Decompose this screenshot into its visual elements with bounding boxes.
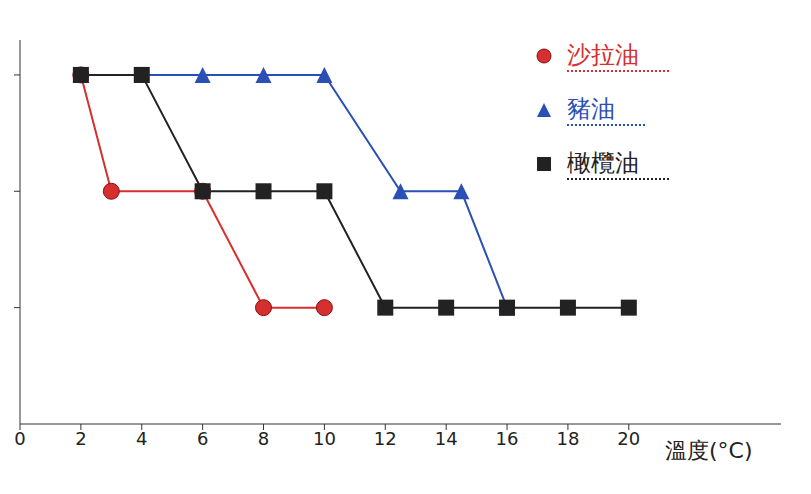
svg-text:12: 12	[374, 428, 397, 449]
svg-text:18: 18	[556, 428, 579, 449]
svg-text:16: 16	[496, 428, 519, 449]
svg-text:2: 2	[75, 428, 86, 449]
html-text:沙拉油: 沙拉油	[567, 41, 639, 69]
svg-text:8: 8	[258, 428, 269, 449]
svg-text:20: 20	[617, 428, 640, 449]
html-text:溫度(°C): 溫度(°C)	[665, 438, 753, 463]
html-text:豬油: 豬油	[567, 95, 615, 123]
svg-text:4: 4	[136, 428, 147, 449]
svg-text:0: 0	[14, 428, 25, 449]
svg-text:10: 10	[313, 428, 336, 449]
svg-text:14: 14	[435, 428, 458, 449]
html-text:橄欖油: 橄欖油	[567, 149, 639, 177]
svg-text:6: 6	[197, 428, 208, 449]
